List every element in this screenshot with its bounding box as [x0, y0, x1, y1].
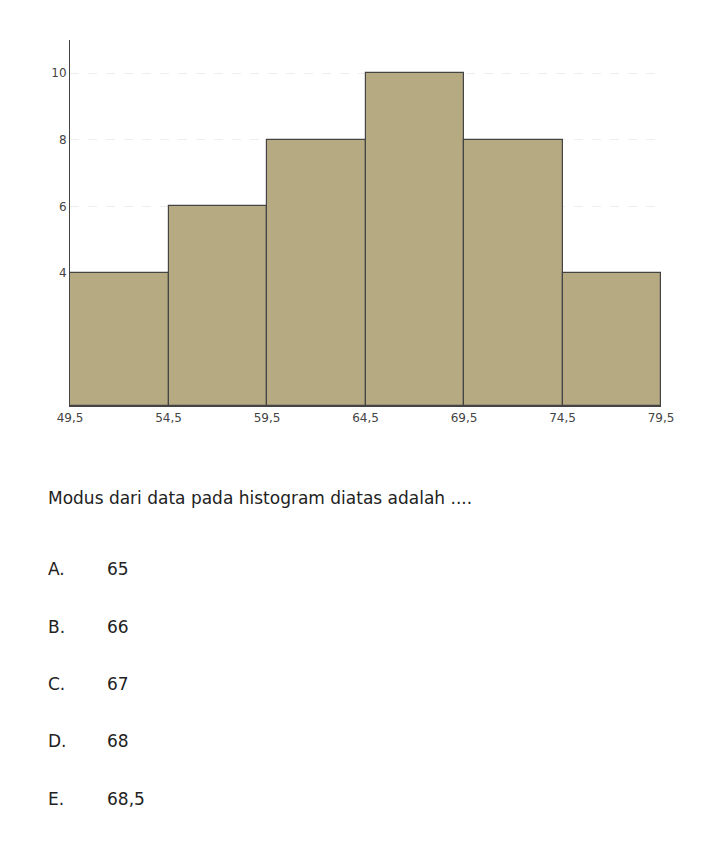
svg-text:B.: B. [48, 617, 65, 637]
svg-text:68,5: 68,5 [107, 789, 145, 809]
svg-text:67: 67 [107, 674, 129, 694]
svg-text:C.: C. [48, 674, 65, 694]
svg-text:79,5: 79,5 [648, 411, 675, 425]
svg-text:69,5: 69,5 [451, 411, 478, 425]
svg-text:A.: A. [48, 559, 65, 579]
svg-text:65: 65 [107, 559, 129, 579]
svg-text:4: 4 [59, 266, 67, 280]
svg-text:64,5: 64,5 [352, 411, 379, 425]
svg-text:Modus dari data pada histogram: Modus dari data pada histogram diatas ad… [48, 488, 472, 508]
svg-text:E.: E. [48, 789, 64, 809]
svg-text:74,5: 74,5 [549, 411, 576, 425]
svg-text:D.: D. [48, 731, 67, 751]
svg-text:59,5: 59,5 [254, 411, 281, 425]
svg-text:54,5: 54,5 [155, 411, 182, 425]
svg-text:6: 6 [59, 200, 67, 214]
svg-text:10: 10 [51, 66, 66, 80]
svg-text:66: 66 [107, 617, 129, 637]
svg-text:68: 68 [107, 731, 129, 751]
svg-text:8: 8 [59, 133, 67, 147]
svg-text:49,5: 49,5 [57, 411, 84, 425]
